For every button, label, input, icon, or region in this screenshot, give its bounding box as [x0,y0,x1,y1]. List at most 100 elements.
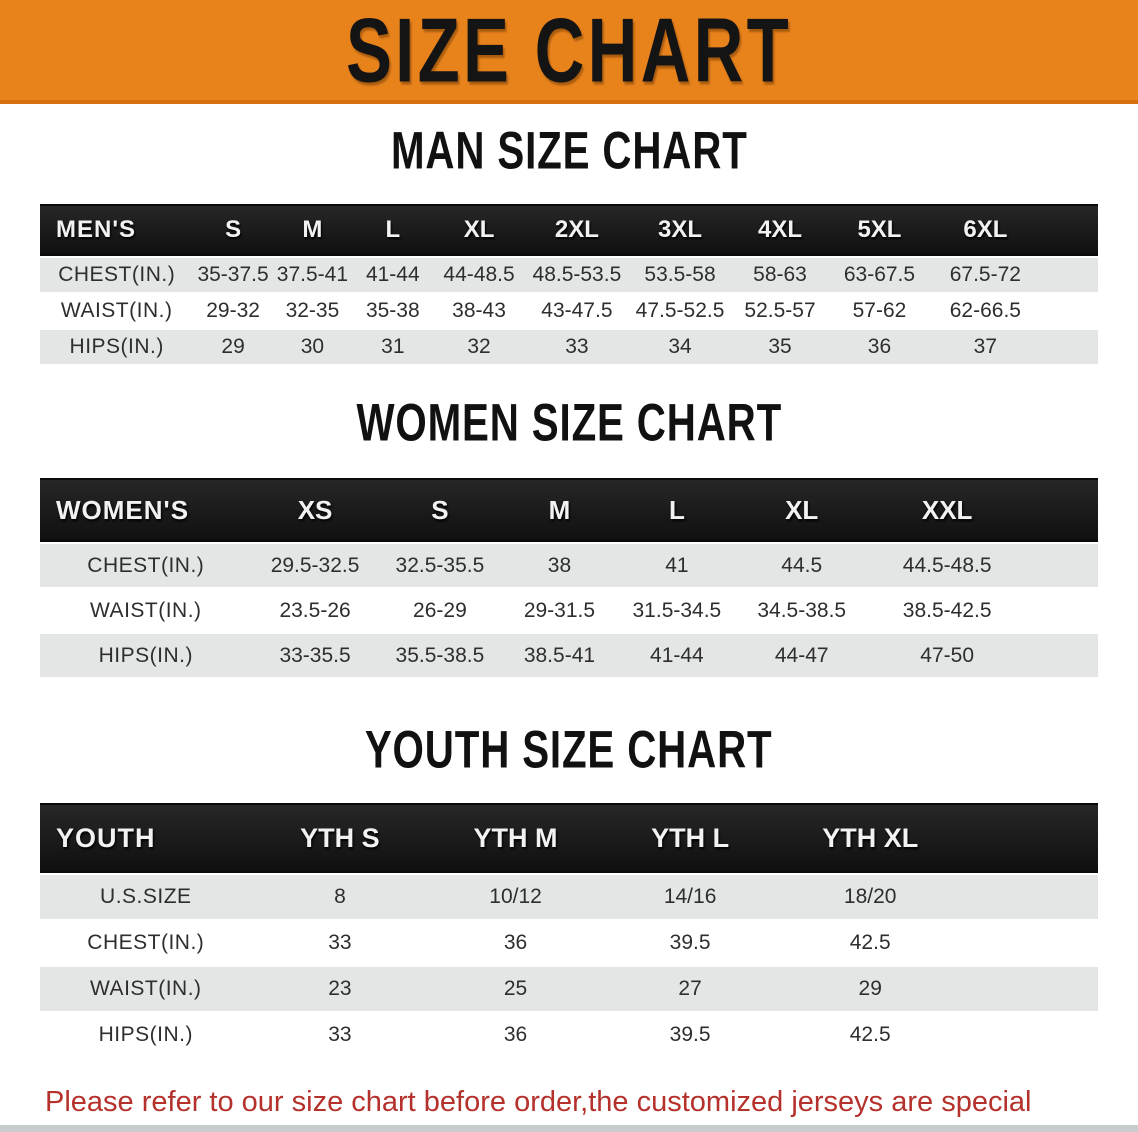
size-value-cell: 32.5-35.5 [378,544,502,587]
men-hips-row: HIPS(IN.) 29 30 31 32 33 34 35 36 37 [40,330,1098,364]
men-waist-row: WAIST(IN.) 29-32 32-35 35-38 38-43 43-47… [40,294,1098,328]
banner-title: SIZE CHART [345,0,793,101]
youth-hips-row: HIPS(IN.) 33 36 39.5 42.5 [40,1013,1098,1057]
size-value-cell: 26-29 [378,589,502,632]
size-column-header: XL [736,478,868,542]
size-value-cell: 32-35 [272,294,353,328]
size-value-cell: 33 [524,330,630,364]
size-value-cell: 38-43 [433,294,525,328]
women-waist-row: WAIST(IN.) 23.5-26 26-29 29-31.5 31.5-34… [40,589,1098,632]
size-value-cell: 36 [428,1013,603,1057]
youth-chest-row: CHEST(IN.) 33 36 39.5 42.5 [40,921,1098,965]
size-column-header: YTH XL [777,803,1098,873]
size-column-header: M [501,478,618,542]
size-value-cell: 31.5-34.5 [617,589,737,632]
youth-header-row: YOUTH YTH S YTH M YTH L YTH XL [40,803,1098,873]
size-value-cell: 38.5-41 [501,634,618,677]
size-value-cell: 27 [602,967,778,1011]
row-label: WAIST(IN.) [40,967,252,1011]
size-value-cell: 41-44 [352,258,434,292]
size-value-cell: 48.5-53.5 [524,258,630,292]
disclaimer: Please refer to our size chart before or… [45,1079,1138,1132]
size-value-cell: 53.5-58 [629,258,731,292]
size-column-header: S [193,204,273,256]
men-chest-row: CHEST(IN.) 35-37.5 37.5-41 41-44 44-48.5… [40,258,1098,292]
size-column-header: XL [433,204,525,256]
size-value-cell: 67.5-72 [929,258,1098,292]
size-value-cell: 35 [730,330,830,364]
women-table-title: WOMEN'S [40,478,252,542]
size-column-header: M [272,204,353,256]
youth-table-title: YOUTH [40,803,252,873]
size-value-cell: 29-32 [193,294,273,328]
size-value-cell: 35-37.5 [193,258,273,292]
size-value-cell: 47-50 [867,634,1098,677]
size-value-cell: 36 [428,921,603,965]
size-value-cell: 38 [501,544,618,587]
size-value-cell: 18/20 [777,875,1098,919]
size-value-cell: 52.5-57 [730,294,830,328]
size-value-cell: 37 [929,330,1098,364]
size-value-cell: 42.5 [777,921,1098,965]
size-value-cell: 29.5-32.5 [251,544,379,587]
row-label: CHEST(IN.) [40,258,194,292]
size-column-header: L [352,204,434,256]
size-value-cell: 33 [251,921,429,965]
size-value-cell: 42.5 [777,1013,1098,1057]
row-label: HIPS(IN.) [40,330,194,364]
size-value-cell: 63-67.5 [829,258,930,292]
size-column-header: 3XL [629,204,731,256]
size-column-header: YTH M [428,803,603,873]
size-column-header: XXL [867,478,1098,542]
size-value-cell: 31 [352,330,434,364]
size-value-cell: 23.5-26 [251,589,379,632]
row-label: CHEST(IN.) [40,544,252,587]
size-value-cell: 44.5 [736,544,868,587]
size-column-header: YTH S [251,803,429,873]
size-value-cell: 14/16 [602,875,778,919]
youth-ussize-row: U.S.SIZE 8 10/12 14/16 18/20 [40,875,1098,919]
youth-waist-row: WAIST(IN.) 23 25 27 29 [40,967,1098,1011]
row-label: HIPS(IN.) [40,634,252,677]
size-value-cell: 43-47.5 [524,294,630,328]
row-label: WAIST(IN.) [40,294,194,328]
size-value-cell: 32 [433,330,525,364]
size-value-cell: 44-48.5 [433,258,525,292]
size-column-header: XS [251,478,379,542]
row-label: WAIST(IN.) [40,589,252,632]
size-value-cell: 25 [428,967,603,1011]
size-value-cell: 38.5-42.5 [867,589,1098,632]
size-value-cell: 37.5-41 [272,258,353,292]
row-label: CHEST(IN.) [40,921,252,965]
size-value-cell: 10/12 [428,875,603,919]
banner: SIZE CHART [0,0,1138,104]
bottom-edge-strip [0,1125,1138,1132]
women-hips-row: HIPS(IN.) 33-35.5 35.5-38.5 38.5-41 41-4… [40,634,1098,677]
men-table-title: MEN'S [40,204,194,256]
row-label: HIPS(IN.) [40,1013,252,1057]
size-column-header: 2XL [524,204,630,256]
size-value-cell: 34.5-38.5 [736,589,868,632]
men-header-row: MEN'S S M L XL 2XL 3XL 4XL 5XL 6XL [40,204,1098,256]
size-value-cell: 62-66.5 [929,294,1098,328]
size-value-cell: 29 [777,967,1098,1011]
women-size-table: WOMEN'S XS S M L XL XXL CHEST(IN.) 29.5-… [40,476,1098,679]
size-value-cell: 35-38 [352,294,434,328]
size-column-header: 5XL [829,204,930,256]
size-value-cell: 34 [629,330,731,364]
size-value-cell: 39.5 [602,1013,778,1057]
youth-section-heading-text: YOUTH SIZE CHART [365,721,773,780]
size-value-cell: 41-44 [617,634,737,677]
size-value-cell: 47.5-52.5 [629,294,731,328]
size-column-header: 6XL [929,204,1098,256]
women-chest-row: CHEST(IN.) 29.5-32.5 32.5-35.5 38 41 44.… [40,544,1098,587]
size-column-header: L [617,478,737,542]
youth-section-heading: YOUTH SIZE CHART [0,721,1138,780]
size-column-header: S [378,478,502,542]
size-value-cell: 29 [193,330,273,364]
size-column-header: YTH L [602,803,778,873]
size-value-cell: 41 [617,544,737,587]
women-header-row: WOMEN'S XS S M L XL XXL [40,478,1098,542]
size-value-cell: 33 [251,1013,429,1057]
women-section-heading-text: WOMEN SIZE CHART [356,394,782,453]
